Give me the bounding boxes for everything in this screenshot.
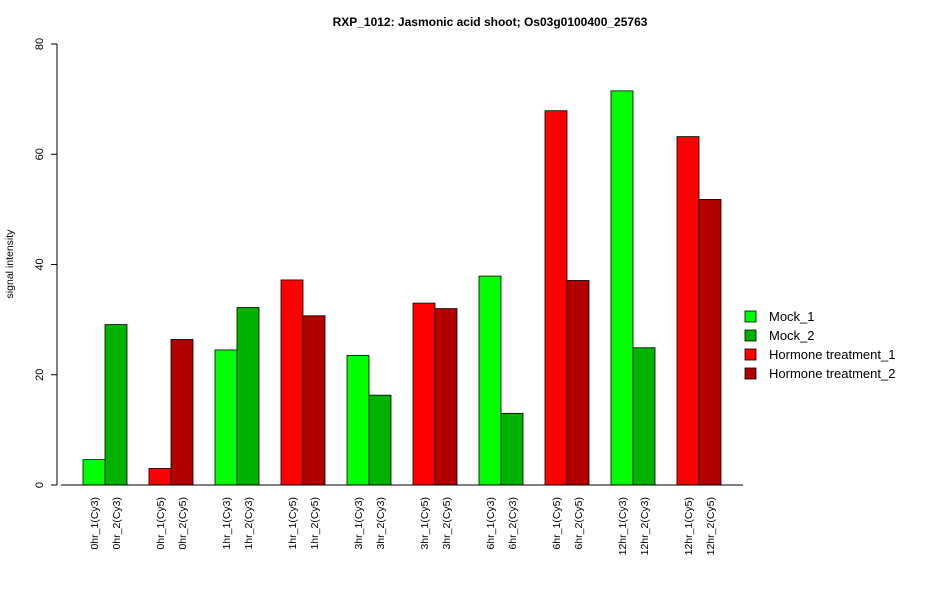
bar <box>346 355 370 486</box>
y-tick-label: 40 <box>34 258 46 270</box>
bar <box>544 110 568 486</box>
bar <box>610 90 634 486</box>
bar <box>434 308 458 486</box>
bar <box>676 136 700 486</box>
chart-title: RXP_1012: Jasmonic acid shoot; Os03g0100… <box>333 15 648 29</box>
bar <box>412 302 436 486</box>
bar <box>148 468 172 486</box>
x-tick-labels: 0hr_1(Cy3) 0hr_2(Cy3) 0hr_1(Cy5) 0hr_2(Cy5)… <box>89 497 717 555</box>
x-tick-label: 1hr_2(Cy3) <box>243 497 255 550</box>
bar <box>368 394 392 486</box>
y-tick-label: 60 <box>34 148 46 160</box>
y-axis-label: signal intensity <box>4 229 16 299</box>
x-tick-label: 3hr_2(Cy3) <box>375 497 387 550</box>
bar <box>302 315 326 486</box>
x-tick-label: 0hr_1(Cy3) <box>89 497 101 550</box>
legend-swatch <box>744 329 757 342</box>
x-tick-label: 1hr_1(Cy3) <box>221 497 233 550</box>
bar <box>566 280 590 486</box>
x-tick-label: 0hr_2(Cy3) <box>111 497 123 550</box>
legend-label: Hormone treatment_2 <box>769 366 895 381</box>
bar <box>104 324 128 486</box>
y-tick-label: 80 <box>34 38 46 50</box>
x-tick-label: 1hr_1(Cy5) <box>287 497 299 550</box>
legend: Mock_1 Mock_2 Hormone treatment_1 Hormone t… <box>744 309 895 381</box>
bar <box>280 279 304 486</box>
x-tick-label: 0hr_1(Cy5) <box>155 497 167 550</box>
x-tick-label: 6hr_1(Cy5) <box>551 497 563 550</box>
x-tick-label: 6hr_1(Cy3) <box>485 497 497 550</box>
x-tick-label: 3hr_1(Cy3) <box>353 497 365 550</box>
bar <box>214 349 238 486</box>
y-axis: 0 20 40 60 80 <box>34 38 58 488</box>
bar <box>632 347 656 486</box>
legend-swatch <box>744 348 757 361</box>
x-tick-label: 6hr_2(Cy3) <box>507 497 519 550</box>
legend-swatch <box>744 310 757 323</box>
bar <box>478 275 502 486</box>
x-tick-label: 1hr_2(Cy5) <box>309 497 321 550</box>
bar <box>500 412 524 486</box>
legend-label: Mock_2 <box>769 328 815 343</box>
x-tick-label: 3hr_2(Cy5) <box>441 497 453 550</box>
y-tick-label: 20 <box>34 369 46 381</box>
x-tick-label: 3hr_1(Cy5) <box>419 497 431 550</box>
bars <box>82 90 722 486</box>
x-tick-label: 0hr_2(Cy5) <box>177 497 189 550</box>
bar <box>82 459 106 486</box>
x-tick-label: 6hr_2(Cy5) <box>573 497 585 550</box>
legend-swatch <box>744 367 757 380</box>
bar <box>236 307 260 486</box>
x-tick-label: 12hr_2(Cy3) <box>639 497 651 555</box>
y-tick-label: 0 <box>34 482 46 488</box>
legend-label: Hormone treatment_1 <box>769 347 895 362</box>
bar <box>170 339 194 486</box>
x-tick-label: 12hr_1(Cy3) <box>617 497 629 555</box>
bar <box>698 199 722 486</box>
legend-label: Mock_1 <box>769 309 815 324</box>
x-tick-label: 12hr_1(Cy5) <box>683 497 695 555</box>
x-tick-label: 12hr_2(Cy5) <box>705 497 717 555</box>
